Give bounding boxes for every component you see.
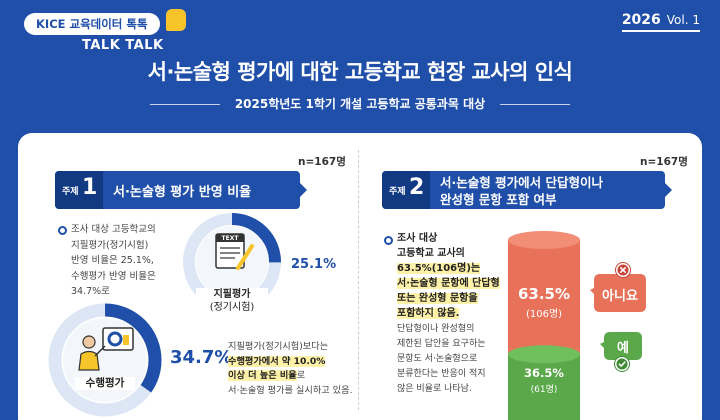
no-count: (106명) bbox=[525, 309, 563, 321]
topic1-tag-number: 1 bbox=[82, 175, 98, 200]
written-test-donut: TEXT bbox=[183, 213, 281, 311]
yes-bubble-shape bbox=[600, 332, 642, 360]
written-label-line: 지필평가 bbox=[213, 289, 251, 300]
subtitle-rule-left bbox=[150, 104, 220, 105]
presenter-icon bbox=[78, 327, 134, 371]
cylinder-shape bbox=[508, 231, 580, 420]
topic2-title-line: 서·논술형 평가에서 단답형이나 bbox=[440, 175, 603, 190]
topic1-desc-line: 수행평가 반영 비율은 bbox=[71, 270, 156, 282]
topic2-arrow bbox=[665, 183, 672, 197]
topic1-note-highlight: 수행평가에서 약 10.0% bbox=[228, 355, 326, 367]
check-mark-icon bbox=[614, 356, 630, 372]
topic2-finding-highlight: 서·논술형 문항에 단답형 bbox=[397, 278, 500, 289]
speech-bubble-icon bbox=[166, 9, 186, 31]
document-icon-text: TEXT bbox=[222, 235, 240, 242]
topic2-finding-highlight: 또는 완성형 문항을 bbox=[397, 293, 478, 304]
no-segment bbox=[508, 240, 580, 355]
topic2-finding-highlight: 포함하지 않음. bbox=[397, 308, 460, 319]
topic1-note-suffix: 로 bbox=[296, 370, 306, 381]
no-label: 아니요 bbox=[602, 289, 638, 304]
topic1-header: 주제 1 서·논술형 평가 반영 비율 bbox=[55, 171, 307, 209]
topic2-finding-line: 조사 대상 bbox=[397, 233, 438, 244]
written-test-label: 지필평가 (정기시험) bbox=[196, 288, 268, 314]
page-subtitle: 2025학년도 1학기 개설 고등학교 공통과목 대상 bbox=[234, 97, 486, 111]
topic2-title: 서·논술형 평가에서 단답형이나 완성형 문항 포함 여부 bbox=[440, 174, 603, 208]
x-mark-icon bbox=[615, 262, 631, 278]
issue-volume: Vol. 1 bbox=[666, 13, 700, 27]
performance-label: 수행평가 bbox=[75, 377, 135, 390]
topic2-finding-line: 포함하지 않음. bbox=[397, 306, 500, 321]
topic1-desc-line: 조사 대상 고등학교의 bbox=[71, 224, 156, 235]
topic2-finding-line: 63.5%(106명)는 bbox=[397, 261, 500, 276]
bullet-icon bbox=[384, 236, 393, 245]
topic1-note-line: 지필평가(정기시험)보다는 bbox=[228, 341, 329, 352]
brand-label: KICE 교육데이터 톡톡 bbox=[24, 13, 160, 35]
sample-size-label: n=167명 bbox=[298, 156, 346, 168]
topic1-note-line: 이상 더 높은 비율로 bbox=[228, 369, 352, 384]
topic2-desc-line: 단답형이나 완성형의 bbox=[397, 324, 475, 334]
performance-percent: 34.7% bbox=[170, 347, 233, 368]
yes-label: 예 bbox=[617, 341, 629, 356]
topic1-arrow bbox=[300, 183, 307, 197]
topic1-title: 서·논술형 평가 반영 비율 bbox=[113, 185, 252, 200]
yes-count: (61명) bbox=[530, 385, 558, 396]
topic2-description: 단답형이나 완성형의 제한된 답안을 요구하는 문항도 서·논술형으로 분류한다… bbox=[397, 322, 486, 397]
response-cylinder: 63.5% (106명) 36.5% (61명) bbox=[508, 230, 580, 420]
topic2-tag: 주제 2 bbox=[382, 171, 430, 209]
brand-subtitle: TALK TALK bbox=[82, 38, 164, 53]
cylinder-top bbox=[508, 231, 580, 249]
page-title: 서·논술형 평가에 대한 고등학교 현장 교사의 인식 bbox=[147, 60, 573, 84]
topic1-desc-line: 반영 비율은 25.1%, bbox=[71, 255, 154, 266]
topic2-finding-highlight: 63.5%(106명)는 bbox=[397, 263, 481, 274]
topic1-note: 지필평가(정기시험)보다는 수행평가에서 약 10.0% 이상 더 높은 비율로… bbox=[228, 340, 352, 398]
topic2-finding-line: 서·논술형 문항에 단답형 bbox=[397, 276, 500, 291]
written-test-percent: 25.1% bbox=[291, 257, 337, 272]
segment-boundary bbox=[508, 345, 580, 364]
topic1-tag: 주제 1 bbox=[55, 171, 103, 209]
bullet-icon bbox=[58, 226, 67, 235]
topic2-header: 주제 2 서·논술형 평가에서 단답형이나 완성형 문항 포함 여부 bbox=[382, 171, 672, 209]
topic2-tag-number: 2 bbox=[409, 175, 425, 200]
topic2-desc-line: 제한된 답안을 요구하는 bbox=[397, 339, 486, 349]
header: KICE 교육데이터 톡톡 TALK TALK 2026 Vol. 1 서·논술형… bbox=[0, 0, 720, 128]
subtitle-rule-right bbox=[500, 104, 570, 105]
topic1-note-line: 수행평가에서 약 10.0% bbox=[228, 355, 352, 370]
yes-answer-bubble: 예 bbox=[600, 330, 644, 362]
topic1-desc-line: 지필평가(정기시험) bbox=[71, 239, 149, 251]
yes-percent: 36.5% bbox=[524, 366, 564, 381]
topic2-desc-line: 분류한다는 반응이 적지 bbox=[397, 369, 486, 379]
yes-segment bbox=[508, 354, 580, 420]
topic1-description: 조사 대상 고등학교의 지필평가(정기시험) 반영 비율은 25.1%, 수행평… bbox=[71, 222, 156, 300]
topic2-title-line: 완성형 문항 포함 여부 bbox=[440, 192, 557, 207]
no-bubble-shape bbox=[590, 274, 646, 312]
issue-year: 2026 bbox=[621, 12, 661, 28]
performance-donut bbox=[48, 303, 162, 417]
topic2-finding-line: 또는 완성형 문항을 bbox=[397, 291, 500, 306]
topic1-note-highlight: 이상 더 높은 비율 bbox=[228, 370, 297, 381]
topic1-note-line: 서·논술형 평가를 실시하고 있음. bbox=[228, 384, 353, 396]
written-label-line: (정기시험) bbox=[209, 302, 255, 313]
topic2-key-finding: 조사 대상 고등학교 교사의 63.5%(106명)는 서·논술형 문항에 단답… bbox=[397, 231, 500, 321]
performance-donut-value-arc bbox=[48, 303, 162, 417]
topic2-tag-word: 주제 bbox=[389, 187, 406, 197]
written-donut-value-arc bbox=[183, 213, 281, 311]
topic2-desc-line: 문항도 서·논술형으로 bbox=[397, 354, 478, 364]
topic2-desc-line: 않은 비율로 나타남. bbox=[397, 384, 472, 394]
sample-size-label: n=167명 bbox=[640, 156, 688, 168]
topic1-tag-word: 주제 bbox=[62, 187, 79, 197]
topic1-desc-line: 34.7%로 bbox=[71, 286, 110, 297]
no-answer-bubble: 아니요 bbox=[590, 272, 648, 314]
issue-number: 2026 Vol. 1 bbox=[621, 12, 700, 32]
document-pencil-icon bbox=[215, 233, 254, 270]
topic2-finding-line: 고등학교 교사의 bbox=[397, 248, 465, 259]
no-percent: 63.5% bbox=[517, 285, 571, 304]
section-divider bbox=[358, 150, 359, 410]
